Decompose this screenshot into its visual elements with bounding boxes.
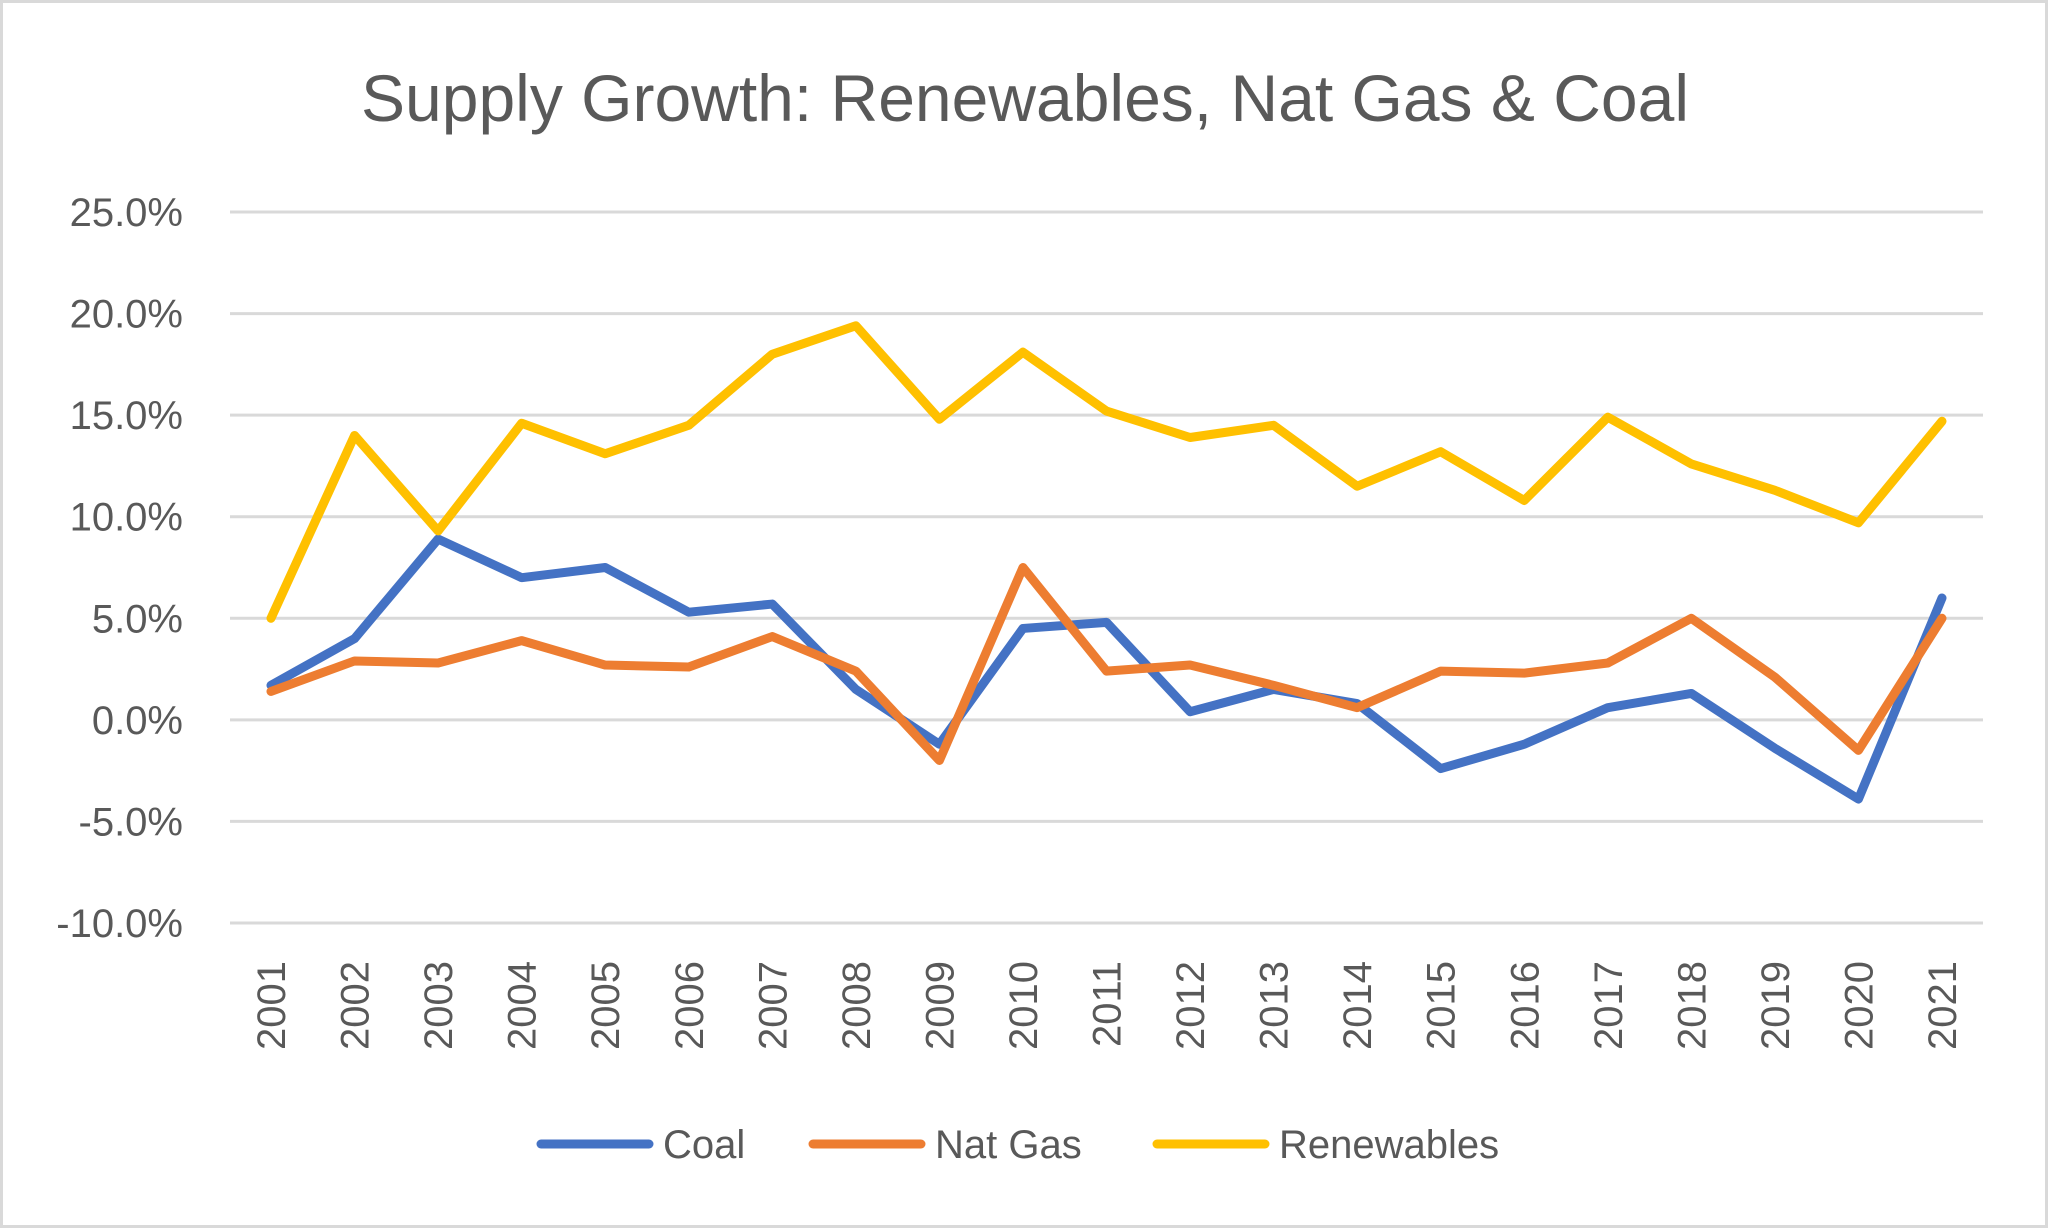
legend-label: Nat Gas [935,1123,1082,1167]
x-tick-label: 2018 [1670,961,1714,1050]
y-tick-label: -5.0% [79,800,184,844]
x-tick-label: 2005 [584,961,628,1050]
legend-label: Renewables [1279,1123,1499,1167]
y-tick-label: 15.0% [70,394,183,438]
x-tick-label: 2008 [835,961,879,1050]
x-tick-label: 2012 [1169,961,1213,1050]
y-tick-label: 25.0% [70,191,183,235]
series-line-coal [266,534,1947,804]
x-tick-label: 2006 [668,961,712,1050]
x-tick-label: 2019 [1754,961,1798,1050]
x-tick-label: 2016 [1503,961,1547,1050]
x-tick-label: 2017 [1587,961,1631,1050]
x-tick-label: 2021 [1921,961,1965,1050]
x-tick-label: 2004 [501,961,545,1050]
x-tick-label: 2013 [1253,961,1297,1050]
y-tick-label: 5.0% [92,597,183,641]
chart-title: Supply Growth: Renewables, Nat Gas & Coa… [361,61,1689,135]
x-axis-ticks: 2001 2002 2003 2004 2005 2006 2007 2008 2009 2010… [250,961,1965,1050]
series-lines [266,321,1947,804]
x-tick-label: 2009 [918,961,962,1050]
x-tick-label: 2011 [1086,961,1130,1047]
x-tick-label: 2015 [1420,961,1464,1050]
x-tick-label: 2010 [1002,961,1046,1050]
x-tick-label: 2002 [334,961,378,1050]
x-tick-label: 2001 [250,961,294,1050]
legend-label: Coal [663,1123,745,1167]
x-tick-label: 2014 [1336,961,1380,1050]
series-line-renewables [266,321,1947,623]
x-tick-label: 2020 [1837,961,1881,1050]
line-chart: Supply Growth: Renewables, Nat Gas & Coa… [56,61,1983,1167]
y-tick-label: -10.0% [56,902,183,946]
x-tick-label: 2003 [417,961,461,1050]
legend: Coal Nat Gas Renewables [536,1123,1499,1167]
y-tick-label: 10.0% [70,496,183,540]
y-tick-label: 0.0% [92,699,183,743]
y-tick-label: 20.0% [70,293,183,337]
x-tick-label: 2007 [751,961,795,1050]
y-axis-ticks: -10.0% -5.0% 0.0% 5.0% 10.0% 15.0% 20.0% 25.0% [56,191,183,946]
series-line-nat-gas [266,563,1947,765]
